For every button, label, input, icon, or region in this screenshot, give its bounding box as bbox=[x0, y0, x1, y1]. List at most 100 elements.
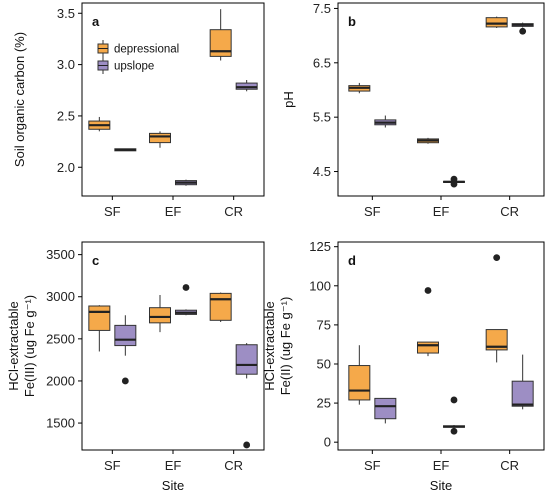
iqr-box bbox=[374, 397, 397, 420]
iqr-box bbox=[485, 329, 508, 351]
box-upslope-CR bbox=[235, 343, 258, 449]
box-upslope-CR bbox=[235, 79, 258, 92]
outlier-point bbox=[121, 377, 129, 385]
iqr-box bbox=[417, 341, 439, 354]
outlier-point bbox=[182, 284, 190, 291]
box-depressional-SF bbox=[348, 82, 371, 94]
y-tick-label: 2000 bbox=[46, 373, 75, 388]
x-tick-label: CR bbox=[224, 458, 243, 473]
x-tick-label: SF bbox=[364, 204, 381, 219]
outlier-point bbox=[519, 27, 527, 35]
plot-frame bbox=[337, 241, 545, 451]
box-upslope-SF bbox=[374, 115, 397, 128]
panel-b: b 4.5 5.5 6.5 7.5 SF EF CR pH bbox=[281, 1, 545, 219]
y-tick-label: 4.5 bbox=[313, 164, 331, 179]
x-tick-label: CR bbox=[500, 204, 519, 219]
x-tick-label: EF bbox=[165, 204, 182, 219]
legend-label: upslope bbox=[114, 61, 154, 73]
box-depressional-EF bbox=[417, 137, 439, 144]
y-tick-label: 1500 bbox=[46, 416, 75, 431]
y-axis-label: Soil organic carbon (%) bbox=[12, 32, 27, 167]
iqr-box bbox=[88, 305, 111, 331]
y-axis-label-line: Fe(III) (ug Fe g⁻¹) bbox=[22, 295, 37, 397]
x-axis-label: Site bbox=[430, 478, 452, 493]
x-tick-label: EF bbox=[165, 458, 182, 473]
box-upslope-EF bbox=[443, 175, 465, 188]
outlier-point bbox=[450, 396, 458, 404]
y-tick-label: 3500 bbox=[46, 247, 75, 262]
x-axis-label: Site bbox=[162, 478, 184, 493]
legend-item-upslope: upslope bbox=[97, 57, 154, 74]
box-upslope-EF bbox=[443, 396, 465, 435]
legend-item-depressional: depressional bbox=[97, 40, 179, 57]
box-upslope-SF bbox=[114, 315, 137, 385]
y-tick-label: 2.5 bbox=[57, 108, 75, 123]
iqr-box bbox=[149, 132, 171, 144]
panel-label: c bbox=[92, 253, 99, 268]
y-tick-label: 2.0 bbox=[57, 160, 75, 175]
panel-a: a 2.0 2.5 3.0 3.5 SF EF CR Soil organic carbon (… bbox=[12, 2, 265, 219]
y-tick-label: 3.0 bbox=[57, 57, 75, 72]
iqr-box bbox=[348, 365, 371, 401]
box-depressional-CR bbox=[209, 9, 232, 61]
panel-label: b bbox=[348, 14, 356, 29]
box-depressional-SF bbox=[88, 305, 111, 352]
box-depressional-CR bbox=[485, 16, 508, 29]
box-depressional-SF bbox=[348, 345, 371, 405]
iqr-box bbox=[485, 17, 508, 28]
iqr-box bbox=[114, 324, 137, 347]
legend: depressional upslope bbox=[97, 40, 179, 74]
box-depressional-SF bbox=[88, 116, 111, 132]
plot-frame bbox=[337, 2, 545, 197]
iqr-box bbox=[149, 307, 171, 324]
y-axis-label: pH bbox=[281, 91, 296, 108]
outlier-point bbox=[450, 180, 458, 188]
box-depressional-EF bbox=[149, 131, 171, 148]
y-axis-label-line: Fe(II) (ug Fe g⁻¹) bbox=[278, 297, 293, 396]
outlier-point bbox=[243, 441, 251, 449]
y-tick-label: 0 bbox=[324, 435, 331, 450]
outlier-point bbox=[450, 175, 458, 183]
y-axis-label-line: HCl-extractable bbox=[6, 301, 21, 391]
y-axis-label-line: HCl-extractable bbox=[262, 301, 277, 391]
y-tick-label: 125 bbox=[309, 239, 331, 254]
x-tick-label: EF bbox=[433, 204, 450, 219]
x-tick-label: SF bbox=[364, 458, 381, 473]
y-axis-label: HCl-extractableFe(III) (ug Fe g⁻¹) bbox=[6, 295, 37, 397]
panel-c: c 1500 2000 2500 3000 3500 SF EF CR HCl-extractab… bbox=[6, 241, 265, 493]
box-depressional-CR bbox=[485, 254, 508, 363]
y-tick-label: 3000 bbox=[46, 289, 75, 304]
x-tick-label: CR bbox=[224, 204, 243, 219]
y-tick-label: 50 bbox=[317, 356, 331, 371]
plot-frame bbox=[81, 2, 265, 197]
box-upslope-EF bbox=[175, 284, 197, 316]
box-upslope-CR bbox=[511, 22, 534, 35]
y-tick-label: 25 bbox=[317, 396, 331, 411]
x-tick-label: SF bbox=[104, 204, 121, 219]
y-tick-label: 5.5 bbox=[313, 110, 331, 125]
legend-label: depressional bbox=[114, 44, 179, 56]
x-tick-label: SF bbox=[104, 458, 121, 473]
iqr-box bbox=[209, 292, 232, 321]
panel-d: d 0 25 50 75 100 125 SF EF CR HCl-extractableFe(II… bbox=[262, 239, 545, 493]
outlier-point bbox=[450, 427, 458, 435]
panel-label: d bbox=[348, 253, 356, 268]
box-depressional-EF bbox=[149, 295, 171, 333]
y-tick-label: 2500 bbox=[46, 331, 75, 346]
iqr-box bbox=[511, 380, 534, 407]
y-tick-label: 75 bbox=[317, 317, 331, 332]
y-tick-label: 3.5 bbox=[57, 6, 75, 21]
panel-label: a bbox=[92, 14, 100, 29]
outlier-point bbox=[424, 287, 432, 294]
iqr-box bbox=[209, 29, 232, 57]
iqr-box bbox=[235, 344, 258, 375]
x-tick-label: EF bbox=[433, 458, 450, 473]
outlier-point bbox=[493, 254, 501, 262]
y-tick-label: 7.5 bbox=[313, 1, 331, 16]
y-tick-label: 6.5 bbox=[313, 55, 331, 70]
box-upslope-SF bbox=[114, 148, 137, 152]
box-upslope-EF bbox=[175, 179, 197, 186]
box-upslope-SF bbox=[374, 397, 397, 424]
box-depressional-EF bbox=[417, 287, 439, 357]
